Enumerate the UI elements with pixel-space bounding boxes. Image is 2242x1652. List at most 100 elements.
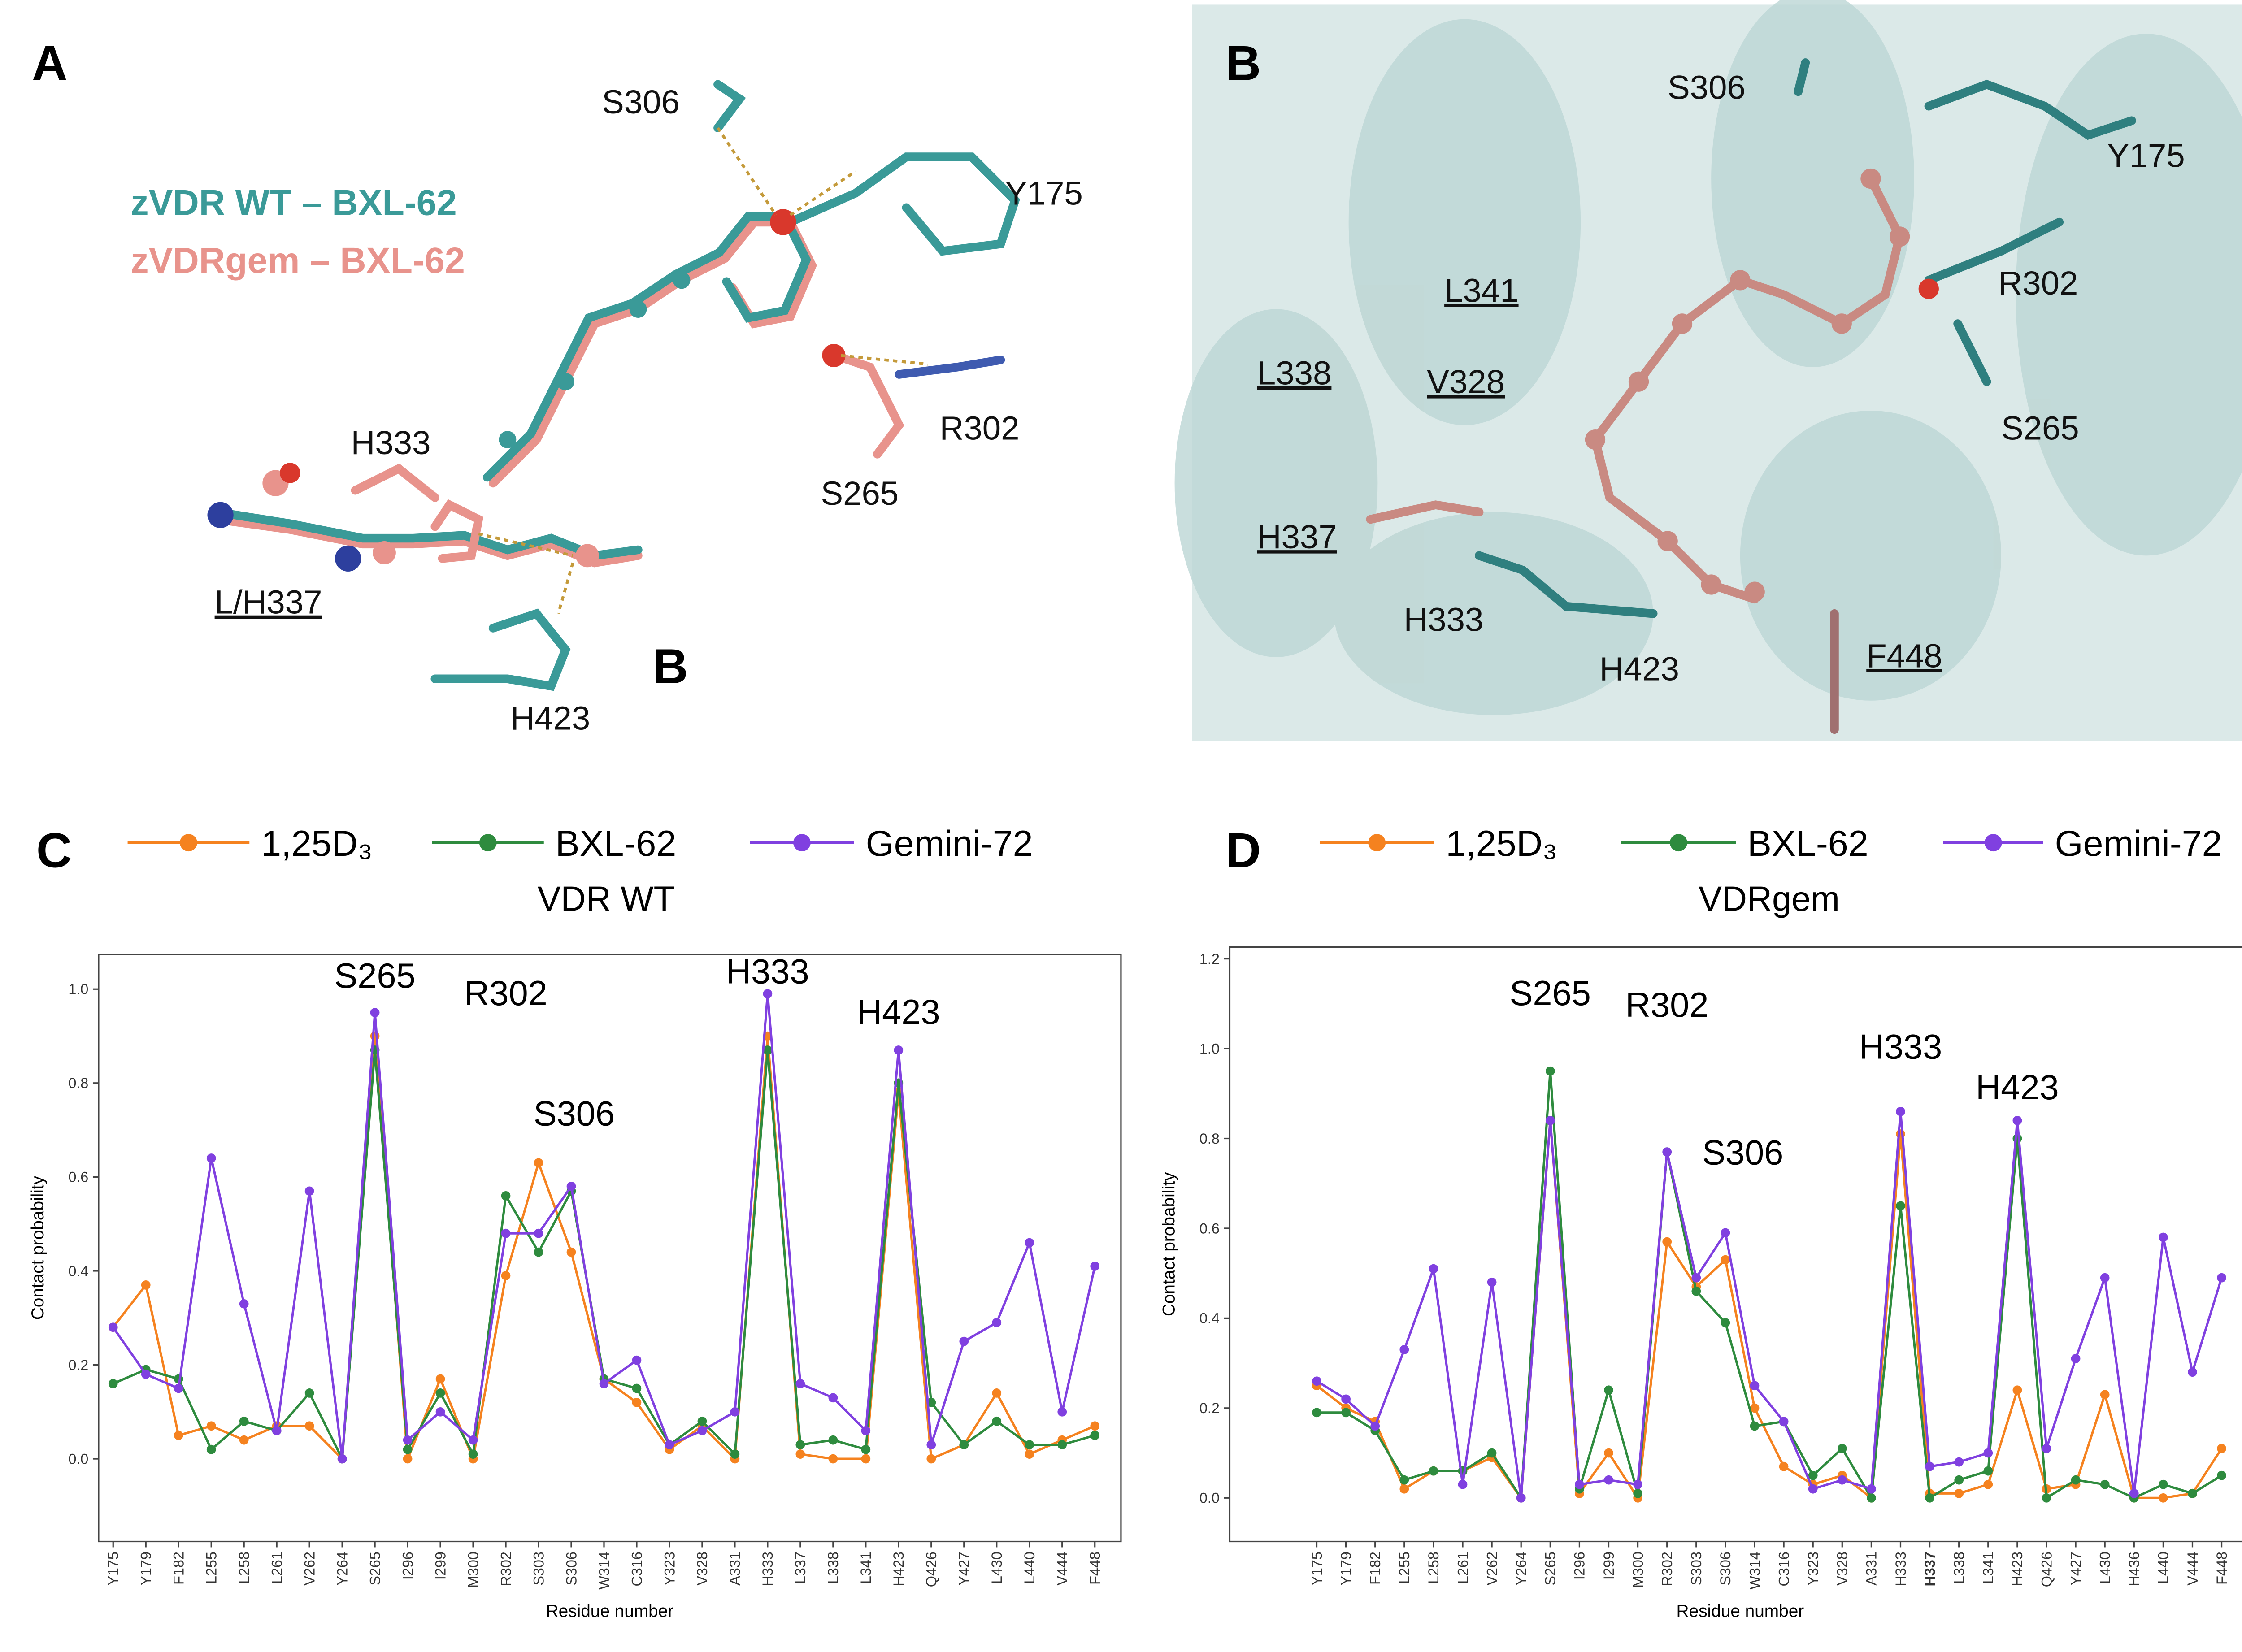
legend-marker	[1984, 834, 2002, 852]
x-tick-label: C316	[1776, 1552, 1792, 1586]
data-point	[304, 1186, 314, 1196]
peak-annotation: S306	[1702, 1134, 1783, 1172]
data-point	[1312, 1408, 1321, 1418]
x-tick-label: L255	[1396, 1552, 1412, 1584]
data-point	[1545, 1116, 1555, 1125]
data-point	[1633, 1488, 1642, 1498]
x-tick-label: M300	[1630, 1552, 1646, 1588]
helices	[1174, 0, 2242, 715]
x-tick-label: R302	[498, 1552, 514, 1586]
data-point	[1025, 1440, 1034, 1450]
x-tick-label: W314	[1747, 1552, 1763, 1589]
x-tick-label: V262	[301, 1552, 317, 1586]
x-tick-label: S306	[1717, 1552, 1734, 1586]
legend-marker	[479, 834, 497, 852]
x-tick-label: S303	[530, 1552, 547, 1586]
data-point	[1721, 1255, 1730, 1265]
x-tick-label: Y264	[1513, 1552, 1529, 1586]
x-tick-label: L258	[1425, 1552, 1442, 1584]
x-tick-label: R302	[1659, 1552, 1675, 1586]
data-point	[632, 1383, 642, 1393]
x-tick-label: Y323	[661, 1552, 678, 1586]
data-point	[2188, 1367, 2197, 1377]
residue-label: L338	[1257, 355, 1331, 392]
x-tick-label: A331	[727, 1552, 743, 1586]
data-point	[1808, 1484, 1818, 1494]
data-point	[370, 1008, 380, 1017]
data-point	[1516, 1493, 1526, 1503]
data-point	[599, 1379, 609, 1388]
x-tick-label: L255	[204, 1552, 220, 1584]
data-point	[1604, 1448, 1613, 1458]
x-tick-label: Y427	[956, 1552, 972, 1586]
x-tick-label: L338	[1951, 1552, 1967, 1584]
x-tick-label: Y175	[105, 1552, 122, 1586]
data-point	[239, 1299, 249, 1309]
x-tick-label: I299	[432, 1552, 448, 1580]
data-point	[697, 1426, 707, 1435]
data-point	[206, 1421, 216, 1431]
y-tick-label: 0.0	[68, 1451, 88, 1467]
peak-annotation: H423	[1976, 1068, 2059, 1107]
data-point	[1575, 1479, 1584, 1489]
x-tick-label: V444	[1054, 1552, 1070, 1586]
data-point	[1808, 1470, 1818, 1480]
data-point	[1662, 1147, 1672, 1157]
data-point	[1983, 1448, 1993, 1458]
data-point	[861, 1444, 871, 1454]
data-point	[501, 1228, 511, 1238]
x-tick-label: L261	[269, 1552, 285, 1584]
x-tick-label: Y323	[1805, 1552, 1821, 1586]
data-point	[1341, 1408, 1351, 1418]
data-point	[206, 1444, 216, 1454]
chart-subtitle: VDRgem	[1699, 880, 1840, 919]
x-tick-label: L430	[2097, 1552, 2113, 1584]
y-tick-label: 0.2	[1199, 1400, 1220, 1416]
x-tick-label: Q426	[2038, 1552, 2055, 1587]
x-tick-label: S303	[1688, 1552, 1704, 1586]
y-tick-label: 0.0	[1199, 1490, 1220, 1506]
data-point	[1925, 1461, 1934, 1471]
peak-annotation: S265	[334, 957, 415, 995]
residue-label: L341	[1444, 272, 1518, 309]
residue-label: H423	[1599, 650, 1679, 687]
panel-letter: C	[36, 823, 72, 878]
data-point	[108, 1322, 118, 1332]
data-point	[468, 1449, 478, 1459]
x-tick-label: V444	[2185, 1552, 2201, 1586]
data-point	[1399, 1475, 1409, 1485]
x-tick-label: V262	[1484, 1552, 1500, 1586]
data-point	[141, 1280, 151, 1290]
y-tick-label: 0.4	[68, 1263, 88, 1279]
data-point	[1399, 1484, 1409, 1494]
y-tick-label: 0.8	[68, 1075, 88, 1091]
data-point	[2188, 1488, 2197, 1498]
residue-label: H333	[351, 424, 431, 461]
series-line	[1316, 1120, 2223, 1501]
data-point	[1954, 1488, 1964, 1498]
residue-label: R302	[1999, 264, 2078, 302]
y-axis-label: Contact probability	[28, 1175, 48, 1320]
data-point	[959, 1336, 969, 1346]
data-point	[2159, 1232, 2168, 1242]
x-axis-label: Residue number	[546, 1602, 674, 1621]
data-point	[1458, 1479, 1468, 1489]
data-point	[2012, 1134, 2022, 1143]
data-point	[304, 1421, 314, 1431]
data-point	[566, 1247, 576, 1257]
panel-letter: B	[652, 639, 688, 694]
x-tick-label: H333	[1893, 1552, 1909, 1586]
data-point	[2012, 1385, 2022, 1395]
x-tick-label: I296	[400, 1552, 416, 1580]
legend-entry: zVDRgem – BXL-62	[130, 241, 465, 281]
x-tick-label: L430	[989, 1552, 1005, 1584]
residue-label: Y175	[1005, 175, 1083, 212]
data-point	[1487, 1277, 1497, 1287]
data-point	[795, 1449, 805, 1459]
peak-annotation: H333	[726, 952, 809, 991]
data-point	[1896, 1107, 1905, 1116]
atoms	[1585, 168, 1939, 602]
series-line	[1316, 1111, 2223, 1498]
data-point	[1429, 1466, 1438, 1476]
